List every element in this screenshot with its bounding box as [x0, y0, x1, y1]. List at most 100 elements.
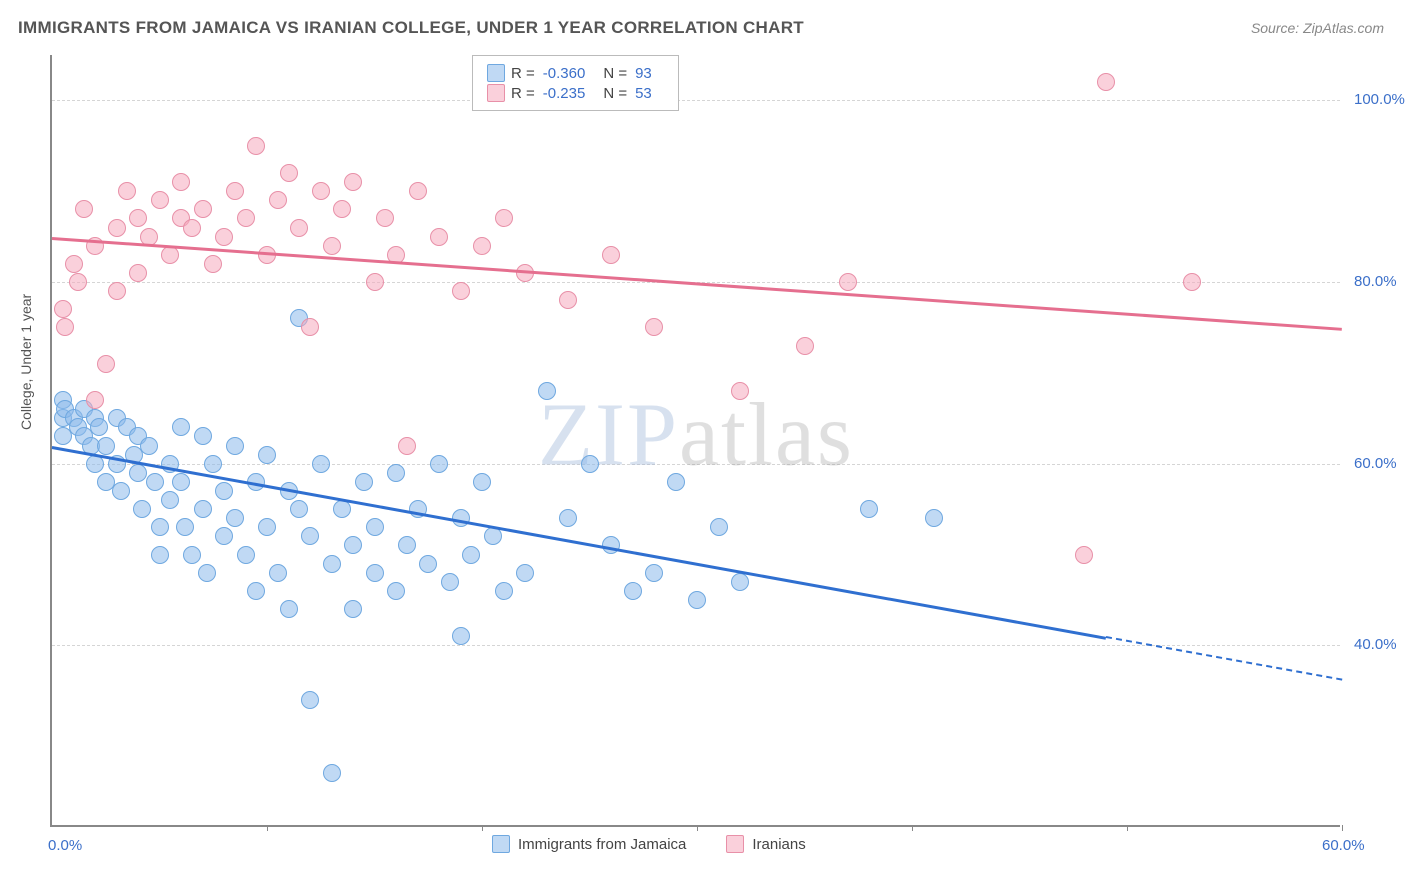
- trend-line: [52, 446, 1106, 639]
- y-axis-label: College, Under 1 year: [18, 294, 34, 430]
- data-point: [258, 446, 276, 464]
- series-legend-item-2: Iranians: [726, 835, 805, 853]
- legend-n-value-2: 53: [635, 85, 652, 102]
- trend-line-extrapolated: [1105, 636, 1342, 681]
- data-point: [301, 527, 319, 545]
- data-point: [430, 455, 448, 473]
- x-tick: [697, 825, 698, 831]
- data-point: [269, 191, 287, 209]
- data-point: [1075, 546, 1093, 564]
- legend-swatch-series1: [487, 64, 505, 82]
- data-point: [398, 437, 416, 455]
- gridline: [52, 464, 1340, 465]
- data-point: [376, 209, 394, 227]
- data-point: [581, 455, 599, 473]
- data-point: [161, 246, 179, 264]
- legend-n-value-1: 93: [635, 65, 652, 82]
- data-point: [602, 246, 620, 264]
- x-tick-label: 60.0%: [1322, 837, 1365, 854]
- y-tick-label: 80.0%: [1354, 273, 1397, 290]
- data-point: [452, 282, 470, 300]
- series-swatch-2: [726, 835, 744, 853]
- data-point: [860, 500, 878, 518]
- data-point: [731, 382, 749, 400]
- series-legend-item-1: Immigrants from Jamaica: [492, 835, 686, 853]
- legend-r-label-1: R =: [511, 65, 535, 82]
- data-point: [473, 473, 491, 491]
- data-point: [86, 391, 104, 409]
- data-point: [419, 555, 437, 573]
- series-label-1: Immigrants from Jamaica: [518, 836, 686, 853]
- data-point: [247, 137, 265, 155]
- series-label-2: Iranians: [752, 836, 805, 853]
- data-point: [151, 518, 169, 536]
- data-point: [398, 536, 416, 554]
- data-point: [312, 455, 330, 473]
- data-point: [312, 182, 330, 200]
- data-point: [194, 500, 212, 518]
- data-point: [280, 600, 298, 618]
- data-point: [237, 209, 255, 227]
- x-tick: [1342, 825, 1343, 831]
- data-point: [194, 200, 212, 218]
- data-point: [688, 591, 706, 609]
- data-point: [97, 355, 115, 373]
- data-point: [146, 473, 164, 491]
- data-point: [645, 564, 663, 582]
- data-point: [441, 573, 459, 591]
- data-point: [473, 237, 491, 255]
- data-point: [559, 291, 577, 309]
- data-point: [484, 527, 502, 545]
- y-tick-label: 40.0%: [1354, 636, 1397, 653]
- data-point: [355, 473, 373, 491]
- series-legend: Immigrants from Jamaica Iranians: [492, 835, 806, 853]
- data-point: [151, 191, 169, 209]
- data-point: [409, 182, 427, 200]
- data-point: [495, 582, 513, 600]
- data-point: [333, 200, 351, 218]
- data-point: [430, 228, 448, 246]
- data-point: [204, 255, 222, 273]
- data-point: [796, 337, 814, 355]
- correlation-legend: R = -0.360 N = 93 R = -0.235 N = 53: [472, 55, 679, 111]
- data-point: [366, 518, 384, 536]
- data-point: [108, 219, 126, 237]
- data-point: [215, 228, 233, 246]
- data-point: [280, 164, 298, 182]
- data-point: [258, 518, 276, 536]
- data-point: [133, 500, 151, 518]
- legend-r-value-2: -0.235: [543, 85, 586, 102]
- legend-row-series2: R = -0.235 N = 53: [487, 84, 664, 102]
- data-point: [226, 182, 244, 200]
- data-point: [97, 437, 115, 455]
- data-point: [215, 527, 233, 545]
- data-point: [226, 437, 244, 455]
- x-tick-label: 0.0%: [48, 837, 82, 854]
- data-point: [112, 482, 130, 500]
- data-point: [129, 464, 147, 482]
- data-point: [366, 273, 384, 291]
- data-point: [344, 536, 362, 554]
- data-point: [183, 546, 201, 564]
- data-point: [645, 318, 663, 336]
- data-point: [387, 582, 405, 600]
- x-tick: [482, 825, 483, 831]
- data-point: [172, 473, 190, 491]
- data-point: [1183, 273, 1201, 291]
- data-point: [624, 582, 642, 600]
- chart-title: IMMIGRANTS FROM JAMAICA VS IRANIAN COLLE…: [18, 18, 804, 38]
- data-point: [559, 509, 577, 527]
- trend-line: [52, 237, 1342, 330]
- series-swatch-1: [492, 835, 510, 853]
- watermark-thin: atlas: [679, 385, 854, 484]
- data-point: [925, 509, 943, 527]
- data-point: [198, 564, 216, 582]
- data-point: [247, 582, 265, 600]
- legend-swatch-series2: [487, 84, 505, 102]
- data-point: [151, 546, 169, 564]
- data-point: [183, 219, 201, 237]
- legend-row-series1: R = -0.360 N = 93: [487, 64, 664, 82]
- data-point: [301, 318, 319, 336]
- data-point: [118, 182, 136, 200]
- data-point: [516, 564, 534, 582]
